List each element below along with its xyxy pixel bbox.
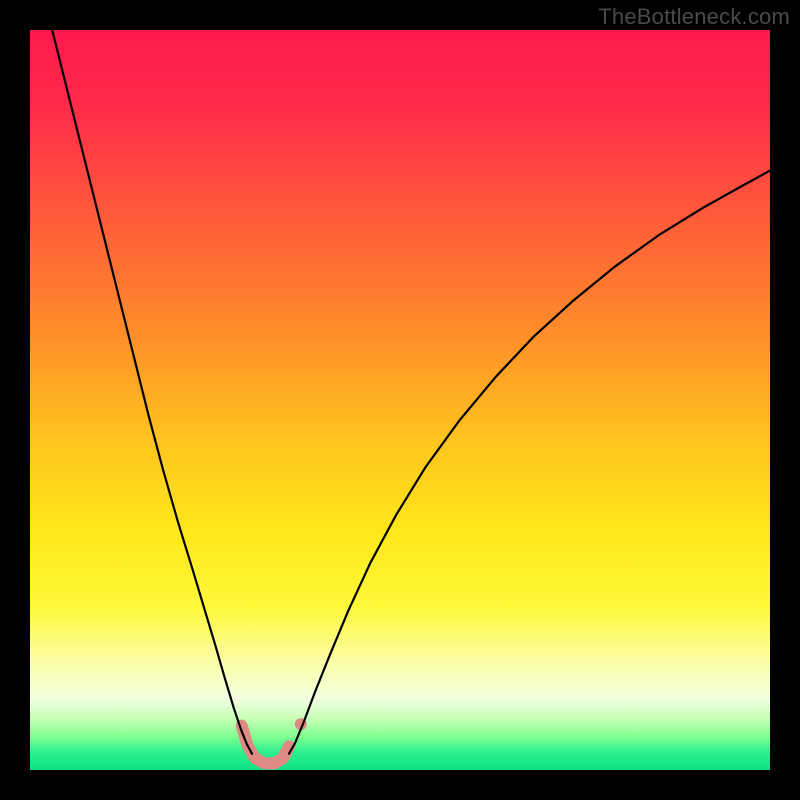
chart-svg [30, 30, 770, 770]
gradient-background [30, 30, 770, 770]
chart-frame: TheBottleneck.com [0, 0, 800, 800]
watermark-text: TheBottleneck.com [598, 4, 790, 30]
plot-area [30, 30, 770, 770]
